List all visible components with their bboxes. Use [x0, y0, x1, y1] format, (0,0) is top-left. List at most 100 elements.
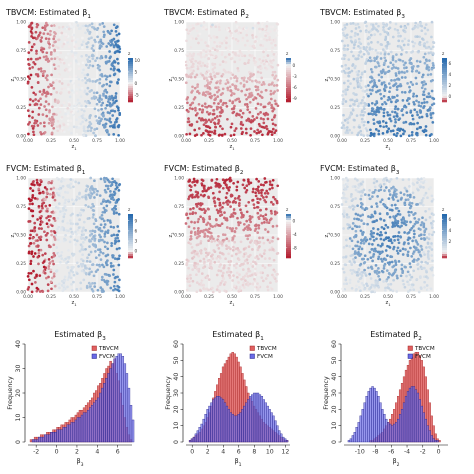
data-point — [385, 31, 389, 34]
data-point — [56, 46, 60, 50]
data-point — [202, 49, 206, 52]
data-point — [209, 259, 213, 263]
x-tick-label: 0.25 — [360, 138, 370, 144]
data-point — [430, 244, 433, 247]
data-point — [204, 50, 208, 53]
data-point — [396, 276, 399, 280]
data-point — [77, 226, 81, 229]
data-point — [271, 122, 275, 126]
data-point — [84, 272, 88, 275]
data-point — [342, 81, 346, 85]
data-point — [259, 103, 263, 106]
data-point — [267, 63, 271, 66]
data-point — [399, 25, 403, 28]
colorbar-segment — [442, 256, 447, 259]
data-point — [423, 52, 427, 56]
data-point — [221, 50, 224, 54]
colorbar-segment — [128, 250, 133, 253]
data-point — [79, 235, 83, 239]
data-point — [379, 57, 383, 60]
data-point — [371, 195, 374, 198]
data-point — [88, 260, 92, 263]
data-point — [395, 88, 399, 91]
data-point — [271, 273, 274, 277]
colorbar-segment — [286, 232, 291, 235]
data-point — [239, 81, 243, 85]
histogram-bar-fvcm — [355, 427, 358, 443]
data-point — [402, 121, 406, 124]
data-point — [389, 177, 393, 181]
colorbar-segment — [286, 236, 291, 239]
y-axis-label: Frequency — [6, 376, 14, 410]
data-point — [106, 231, 110, 235]
data-point — [55, 91, 59, 94]
data-point — [421, 75, 424, 79]
data-point — [97, 108, 100, 112]
data-point — [234, 252, 238, 256]
data-point — [389, 288, 392, 292]
colorbar-segment — [128, 70, 133, 73]
data-point — [431, 266, 434, 269]
histogram-bar-fvcm — [251, 394, 254, 443]
data-point — [229, 89, 233, 92]
data-point — [263, 66, 267, 70]
data-point — [46, 225, 50, 229]
data-point — [47, 264, 51, 268]
data-point — [352, 54, 355, 58]
data-point — [410, 255, 414, 258]
data-point — [256, 102, 260, 106]
data-point — [213, 196, 216, 200]
data-point — [118, 113, 122, 117]
data-point — [359, 201, 363, 205]
data-point — [36, 197, 39, 201]
data-point — [412, 183, 416, 186]
data-point — [204, 121, 208, 124]
data-point — [98, 94, 102, 98]
data-point — [47, 267, 51, 271]
data-point — [262, 121, 266, 125]
data-point — [197, 102, 201, 106]
data-point — [384, 223, 388, 227]
data-point — [219, 79, 222, 83]
data-point — [401, 59, 405, 63]
data-point — [208, 262, 212, 265]
data-point — [190, 35, 193, 38]
data-point — [395, 112, 399, 116]
data-point — [72, 252, 76, 256]
legend-swatch-tbvcm — [407, 345, 413, 351]
y-tick-label: 0.75 — [330, 48, 340, 54]
data-point — [72, 280, 75, 284]
data-point — [233, 229, 237, 233]
data-point — [399, 84, 402, 88]
data-point — [215, 72, 219, 75]
data-point — [402, 105, 406, 109]
data-point — [405, 50, 408, 54]
data-point — [38, 56, 42, 60]
data-point — [371, 247, 374, 251]
data-point — [75, 118, 78, 122]
data-point — [198, 32, 202, 36]
data-point — [81, 253, 84, 257]
data-point — [269, 89, 273, 93]
data-point — [39, 235, 43, 239]
histogram-bar-fvcm — [395, 422, 398, 443]
data-point — [188, 132, 192, 136]
data-point — [275, 22, 279, 26]
data-point — [404, 265, 407, 269]
panel-title-text: TBVCM: Estimated β — [163, 8, 245, 17]
data-point — [36, 218, 39, 221]
data-point — [400, 48, 404, 52]
data-point — [258, 30, 262, 33]
data-point — [359, 76, 363, 79]
data-point — [269, 97, 273, 101]
data-point — [108, 200, 111, 204]
colorbar-segment — [286, 96, 291, 99]
histogram-bar-fvcm — [260, 396, 264, 443]
data-point — [264, 228, 267, 231]
data-point — [394, 60, 398, 63]
data-point — [217, 269, 221, 272]
data-point — [432, 230, 436, 234]
data-point — [234, 29, 237, 33]
colorbar-segment — [286, 80, 291, 83]
histogram-bar-fvcm — [123, 363, 127, 443]
